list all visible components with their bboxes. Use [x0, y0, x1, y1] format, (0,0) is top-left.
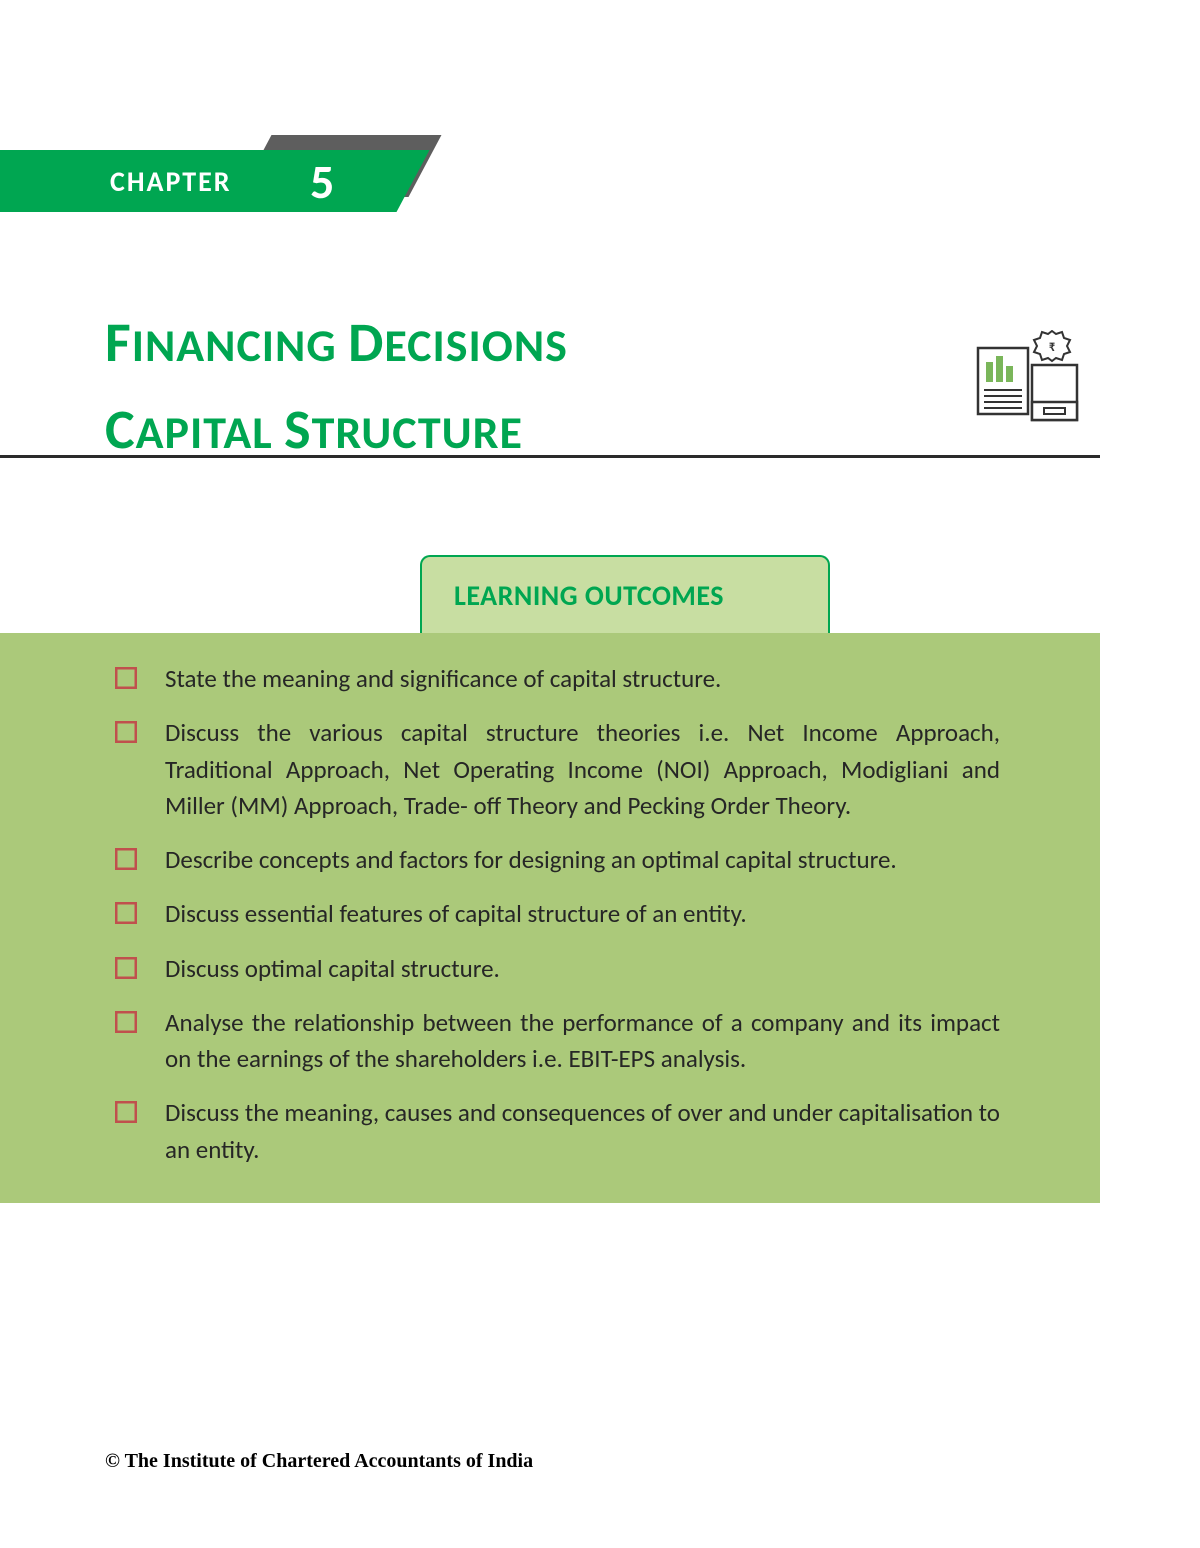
outcome-text: State the meaning and significance of ca… [165, 661, 1000, 697]
list-item: Discuss the meaning, causes and conseque… [115, 1095, 1000, 1168]
title-icons: ₹ [970, 330, 1090, 435]
checkbox-icon [115, 1101, 137, 1123]
list-item: Discuss optimal capital structure. [115, 951, 1000, 987]
learning-outcomes-tab: LEARNING OUTCOMES [420, 555, 830, 633]
checkbox-icon [115, 957, 137, 979]
outcome-text: Describe concepts and factors for design… [165, 842, 1000, 878]
checkbox-icon [115, 848, 137, 870]
document-printer-icon: ₹ [970, 330, 1090, 430]
chapter-number: 5 [310, 152, 334, 211]
title-line-1: FINANCING DECISIONS [105, 300, 568, 387]
page-title: FINANCING DECISIONS CAPITAL STRUCTURE [105, 300, 568, 474]
outcome-text: Discuss the various capital structure th… [165, 715, 1000, 824]
checkbox-icon [115, 667, 137, 689]
outcome-text: Discuss the meaning, causes and conseque… [165, 1095, 1000, 1168]
list-item: State the meaning and significance of ca… [115, 661, 1000, 697]
checkbox-icon [115, 902, 137, 924]
list-item: Discuss the various capital structure th… [115, 715, 1000, 824]
outcome-text: Discuss essential features of capital st… [165, 896, 1000, 932]
checkbox-icon [115, 721, 137, 743]
outcome-text: Discuss optimal capital structure. [165, 951, 1000, 987]
list-item: Analyse the relationship between the per… [115, 1005, 1000, 1078]
learning-outcomes-label: LEARNING OUTCOMES [454, 578, 724, 613]
title-line-2: CAPITAL STRUCTURE [105, 387, 568, 474]
svg-text:₹: ₹ [1049, 340, 1056, 355]
learning-outcomes-box: State the meaning and significance of ca… [0, 633, 1100, 1203]
list-item: Discuss essential features of capital st… [115, 896, 1000, 932]
list-item: Describe concepts and factors for design… [115, 842, 1000, 878]
copyright-text: © The Institute of Chartered Accountants… [105, 1450, 533, 1473]
title-underline [0, 455, 1100, 458]
outcome-text: Analyse the relationship between the per… [165, 1005, 1000, 1078]
chapter-label: CHAPTER [110, 164, 232, 199]
checkbox-icon [115, 1011, 137, 1033]
